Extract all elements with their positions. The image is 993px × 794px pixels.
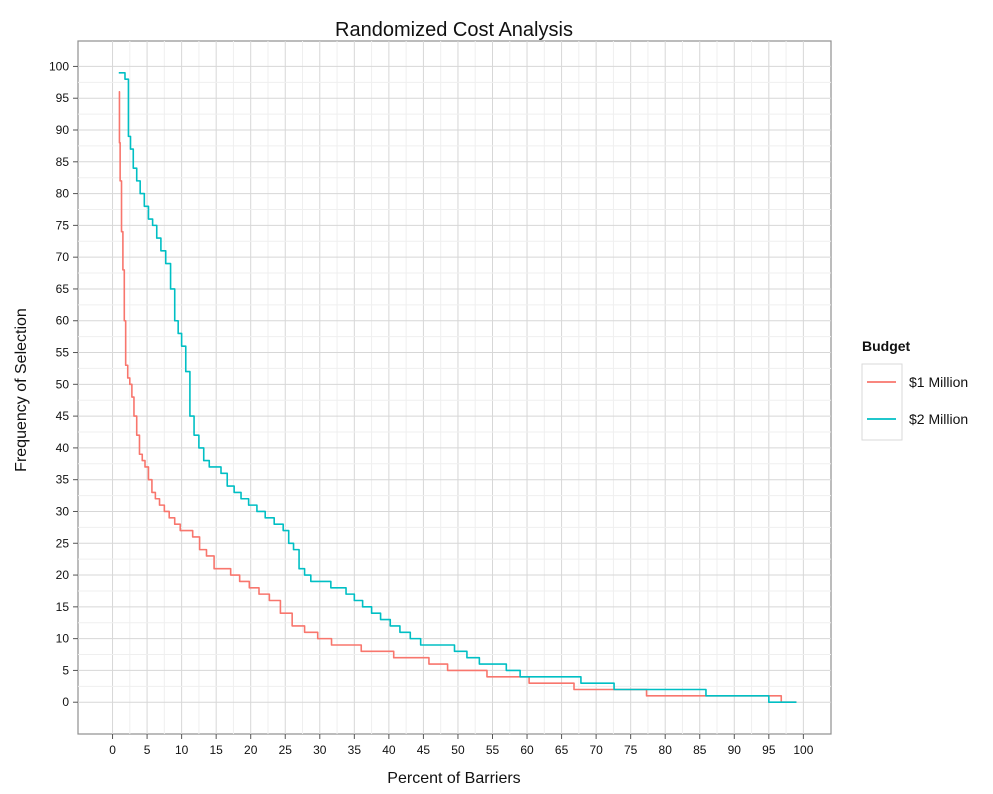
x-tick-label: 0 (109, 743, 116, 757)
y-tick-label: 10 (56, 632, 70, 646)
x-tick-label: 20 (244, 743, 258, 757)
x-tick-label: 10 (175, 743, 189, 757)
y-tick-label: 20 (56, 568, 70, 582)
series-line-2-million (118, 71, 797, 704)
legend: Budget $1 Million $2 Million (861, 338, 968, 441)
y-tick-label: 80 (56, 187, 70, 201)
x-axis-title: Percent of Barriers (387, 770, 520, 787)
chart-title: Randomized Cost Analysis (335, 19, 573, 41)
y-tick-label: 30 (56, 504, 70, 518)
x-tick-label: 50 (451, 743, 465, 757)
legend-items: $1 Million $2 Million (861, 363, 968, 441)
y-tick-label: 95 (56, 91, 70, 105)
x-tick-label: 85 (693, 743, 707, 757)
y-tick-label: 60 (56, 314, 70, 328)
y-tick-label: 0 (62, 695, 69, 709)
x-tick-label: 80 (659, 743, 673, 757)
x-tick-label: 5 (144, 743, 151, 757)
series-lines (118, 71, 797, 704)
y-tick-label: 35 (56, 473, 70, 487)
y-tick-label: 65 (56, 282, 70, 296)
series-line-1-million (118, 91, 797, 704)
y-tick-label: 90 (56, 123, 70, 137)
y-tick-label: 75 (56, 218, 70, 232)
x-tick-label: 95 (762, 743, 776, 757)
y-tick-label: 55 (56, 346, 70, 360)
x-tick-label: 15 (209, 743, 223, 757)
y-tick-label: 45 (56, 409, 70, 423)
y-tick-label: 85 (56, 155, 70, 169)
axes: 0 5 10 15 20 25 30 35 40 45 50 55 60 65 70 75 80 85 90 95 10… (49, 59, 814, 757)
y-axis-title: Frequency of Selection (13, 308, 30, 472)
y-tick-label: 15 (56, 600, 70, 614)
x-tick-label: 55 (486, 743, 500, 757)
y-tick-label: 100 (49, 59, 69, 73)
legend-title: Budget (862, 338, 911, 354)
legend-key-box (861, 363, 903, 441)
plot-panel (77, 40, 832, 735)
x-tick-label: 60 (520, 743, 534, 757)
x-tick-label: 65 (555, 743, 569, 757)
y-tick-label: 50 (56, 377, 70, 391)
x-tick-label: 75 (624, 743, 638, 757)
x-tick-label: 40 (382, 743, 396, 757)
x-tick-label: 25 (279, 743, 293, 757)
x-tick-label: 90 (728, 743, 742, 757)
legend-label-2-million: $2 Million (909, 411, 968, 427)
y-tick-label: 5 (62, 663, 69, 677)
y-tick-label: 25 (56, 536, 70, 550)
x-tick-label: 30 (313, 743, 327, 757)
y-tick-label: 40 (56, 441, 70, 455)
x-tick-label: 70 (589, 743, 603, 757)
x-tick-label: 35 (348, 743, 362, 757)
x-tick-label: 100 (793, 743, 813, 757)
x-tick-label: 45 (417, 743, 431, 757)
legend-label-1-million: $1 Million (909, 374, 968, 390)
y-tick-label: 70 (56, 250, 70, 264)
plot-area (77, 40, 832, 735)
